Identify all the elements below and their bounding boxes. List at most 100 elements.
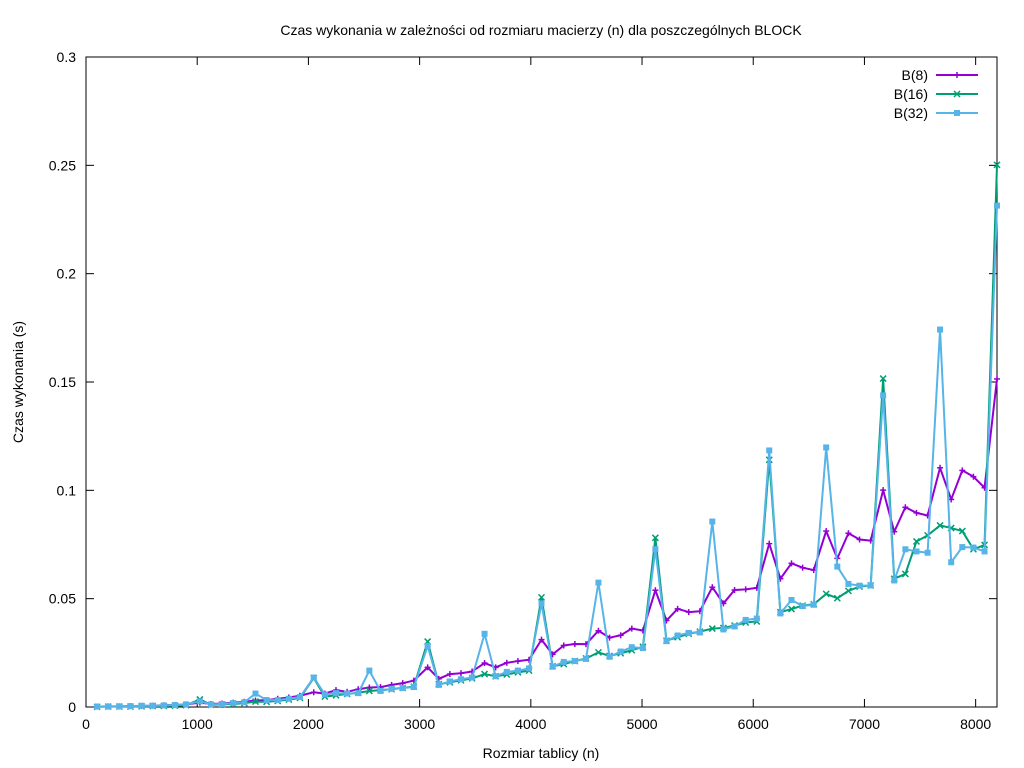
- data-point: [457, 670, 464, 677]
- data-point: [149, 702, 156, 709]
- data-point: [241, 699, 248, 706]
- data-point: [742, 586, 749, 593]
- data-point: [503, 668, 510, 675]
- data-point: [720, 626, 727, 633]
- data-point: [560, 642, 567, 649]
- y-tick-label: 0.05: [49, 591, 76, 607]
- data-point: [310, 689, 317, 696]
- data-point: [424, 642, 431, 649]
- data-point: [880, 487, 887, 494]
- data-point: [481, 670, 489, 678]
- data-point: [481, 660, 488, 667]
- data-point: [936, 521, 944, 529]
- data-point: [834, 563, 841, 570]
- data-point: [285, 695, 292, 702]
- data-point: [766, 447, 773, 454]
- legend-marker: [954, 72, 960, 78]
- data-point: [219, 700, 226, 707]
- legend-label: B(16): [894, 86, 928, 102]
- data-point: [970, 473, 977, 480]
- data-point: [446, 678, 453, 685]
- series-layer: [93, 161, 1001, 711]
- data-point: [105, 703, 112, 710]
- data-point: [822, 590, 830, 598]
- data-point: [959, 544, 966, 551]
- data-point: [651, 534, 659, 542]
- data-point: [856, 536, 863, 543]
- data-point: [538, 600, 545, 607]
- data-point: [901, 570, 909, 578]
- data-point: [924, 549, 931, 556]
- data-point: [457, 676, 464, 683]
- data-point: [639, 645, 646, 652]
- data-point: [171, 702, 178, 709]
- series-3: [94, 202, 1000, 710]
- y-tick-label: 0: [68, 699, 76, 715]
- data-point: [993, 161, 1001, 169]
- data-point: [481, 630, 488, 637]
- x-tick-label: 3000: [404, 716, 435, 732]
- data-point: [263, 697, 270, 704]
- data-point: [595, 579, 602, 586]
- y-tick-label: 0.15: [49, 374, 76, 390]
- data-point: [663, 638, 670, 645]
- data-point: [696, 629, 703, 636]
- data-point: [606, 653, 613, 660]
- series-2: [93, 161, 1001, 711]
- data-point: [959, 467, 966, 474]
- data-point: [709, 518, 716, 525]
- data-point: [685, 609, 692, 616]
- x-tick-label: 8000: [960, 716, 991, 732]
- data-point: [571, 658, 578, 665]
- data-point: [549, 663, 556, 670]
- data-point: [788, 596, 795, 603]
- data-point: [823, 444, 830, 451]
- data-point: [880, 392, 887, 399]
- data-point: [274, 697, 281, 704]
- data-point: [788, 560, 795, 567]
- data-point: [94, 703, 101, 710]
- data-point: [310, 674, 317, 681]
- x-tick-label: 7000: [849, 716, 880, 732]
- plot-frame: [85, 56, 998, 708]
- data-point: [366, 684, 373, 691]
- data-point: [560, 658, 567, 665]
- data-point: [503, 659, 510, 666]
- data-point: [628, 625, 635, 632]
- data-point: [799, 564, 806, 571]
- data-point: [514, 667, 521, 674]
- data-point: [652, 546, 659, 553]
- data-point: [823, 528, 830, 535]
- data-point: [799, 603, 806, 610]
- data-point: [994, 202, 1000, 209]
- data-point: [902, 546, 909, 553]
- x-tick-label: 6000: [738, 716, 769, 732]
- data-point: [674, 605, 681, 612]
- data-point: [321, 691, 328, 698]
- data-point: [652, 587, 659, 594]
- x-tick-label: 1000: [182, 716, 213, 732]
- data-point: [685, 629, 692, 636]
- data-point: [731, 623, 738, 630]
- data-point: [116, 703, 123, 710]
- data-point: [777, 610, 784, 617]
- data-point: [538, 636, 545, 643]
- data-point: [948, 496, 955, 503]
- x-tick-label: 2000: [293, 716, 324, 732]
- data-point: [948, 559, 955, 566]
- data-point: [994, 375, 1000, 382]
- data-point: [514, 658, 521, 665]
- data-point: [366, 667, 373, 674]
- x-ticks: 0 1000 2000 3000 4000 5000 6000 7000 8000: [82, 57, 991, 732]
- y-tick-label: 0.2: [57, 266, 77, 282]
- x-tick-label: 0: [82, 716, 90, 732]
- data-point: [526, 665, 533, 672]
- data-point: [970, 544, 977, 551]
- y-tick-label: 0.1: [57, 482, 77, 498]
- data-point: [845, 580, 852, 587]
- data-point: [766, 540, 773, 547]
- y-axis-label: Czas wykonania (s): [10, 321, 26, 443]
- data-point: [582, 655, 589, 662]
- data-point: [937, 326, 944, 333]
- data-point: [537, 593, 546, 601]
